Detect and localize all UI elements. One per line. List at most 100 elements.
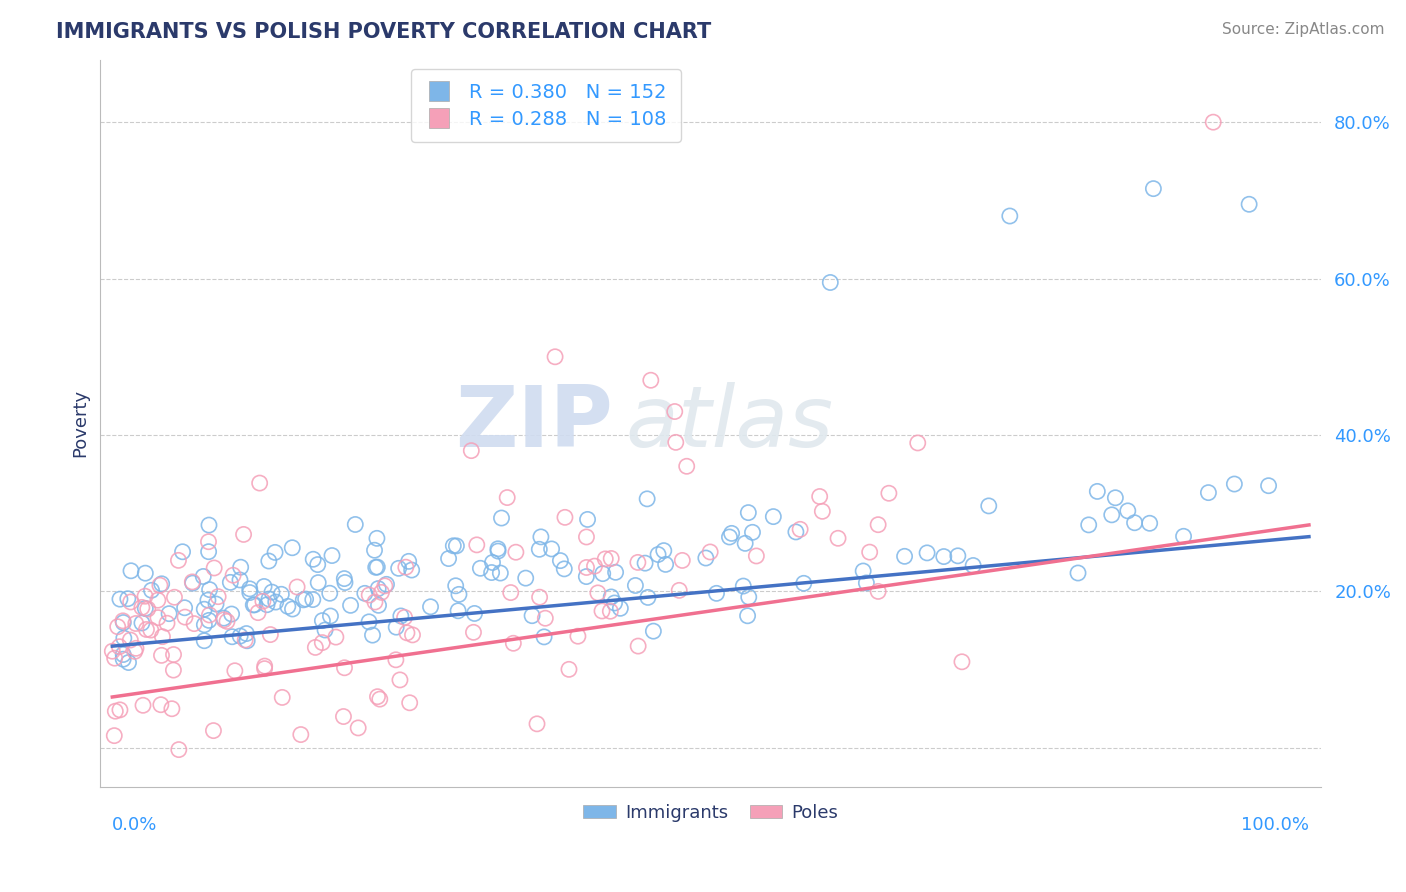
Point [575, 530, 598, 544]
Point [665, 435, 688, 450]
Point [444, 579, 467, 593]
Point [173, 600, 195, 615]
Point [243, 598, 266, 612]
Point [236, 633, 259, 648]
Point [108, 592, 131, 607]
Point [112, 631, 135, 645]
Point [260, 585, 283, 599]
Point [907, 436, 929, 450]
Point [1197, 485, 1219, 500]
Point [932, 549, 955, 564]
Point [575, 569, 598, 583]
Point [576, 512, 599, 526]
Point [502, 636, 524, 650]
Point [198, 607, 221, 622]
Point [198, 613, 221, 627]
Point [193, 569, 215, 583]
Point [134, 589, 156, 603]
Point [793, 576, 815, 591]
Point [107, 620, 129, 634]
Point [1139, 516, 1161, 531]
Point [359, 588, 381, 602]
Point [827, 531, 849, 545]
Point [859, 545, 882, 559]
Point [370, 585, 392, 599]
Point [526, 716, 548, 731]
Point [193, 602, 215, 616]
Point [103, 729, 125, 743]
Point [146, 610, 169, 624]
Point [120, 633, 142, 648]
Point [112, 615, 135, 630]
Point [301, 592, 323, 607]
Point [125, 616, 148, 631]
Point [496, 491, 519, 505]
Point [235, 626, 257, 640]
Point [1237, 197, 1260, 211]
Point [221, 607, 243, 621]
Point [389, 609, 412, 624]
Point [367, 599, 389, 613]
Point [398, 696, 420, 710]
Point [332, 709, 354, 723]
Point [333, 575, 356, 590]
Point [627, 639, 650, 653]
Point [333, 661, 356, 675]
Point [112, 648, 135, 662]
Point [193, 617, 215, 632]
Point [344, 517, 367, 532]
Point [162, 648, 184, 662]
Point [785, 524, 807, 539]
Point [207, 590, 229, 604]
Point [481, 566, 503, 580]
Point [319, 586, 342, 600]
Point [505, 545, 527, 559]
Point [977, 499, 1000, 513]
Point [181, 576, 204, 591]
Point [212, 613, 235, 627]
Point [463, 607, 485, 621]
Point [486, 541, 509, 556]
Point [401, 563, 423, 577]
Point [609, 601, 631, 615]
Point [515, 571, 537, 585]
Point [162, 663, 184, 677]
Point [586, 586, 609, 600]
Point [160, 702, 183, 716]
Text: IMMIGRANTS VS POLISH POVERTY CORRELATION CHART: IMMIGRANTS VS POLISH POVERTY CORRELATION… [56, 22, 711, 42]
Point [868, 584, 890, 599]
Point [868, 517, 890, 532]
Point [575, 560, 598, 574]
Point [311, 635, 333, 649]
Point [675, 459, 697, 474]
Point [695, 551, 717, 566]
Point [281, 602, 304, 616]
Point [486, 544, 509, 558]
Point [395, 625, 418, 640]
Point [112, 652, 135, 666]
Point [820, 276, 842, 290]
Point [368, 692, 391, 706]
Point [624, 578, 647, 592]
Point [252, 594, 274, 608]
Point [465, 538, 488, 552]
Point [600, 551, 623, 566]
Text: Source: ZipAtlas.com: Source: ZipAtlas.com [1222, 22, 1385, 37]
Point [353, 586, 375, 600]
Point [150, 648, 173, 663]
Point [134, 601, 156, 615]
Point [634, 556, 657, 570]
Point [374, 579, 396, 593]
Point [640, 373, 662, 387]
Text: 100.0%: 100.0% [1241, 816, 1309, 834]
Point [499, 585, 522, 599]
Point [463, 625, 485, 640]
Point [1202, 115, 1225, 129]
Point [212, 611, 235, 625]
Point [808, 490, 831, 504]
Point [364, 560, 387, 574]
Point [149, 698, 172, 712]
Point [307, 575, 329, 590]
Point [591, 604, 613, 618]
Point [592, 566, 614, 581]
